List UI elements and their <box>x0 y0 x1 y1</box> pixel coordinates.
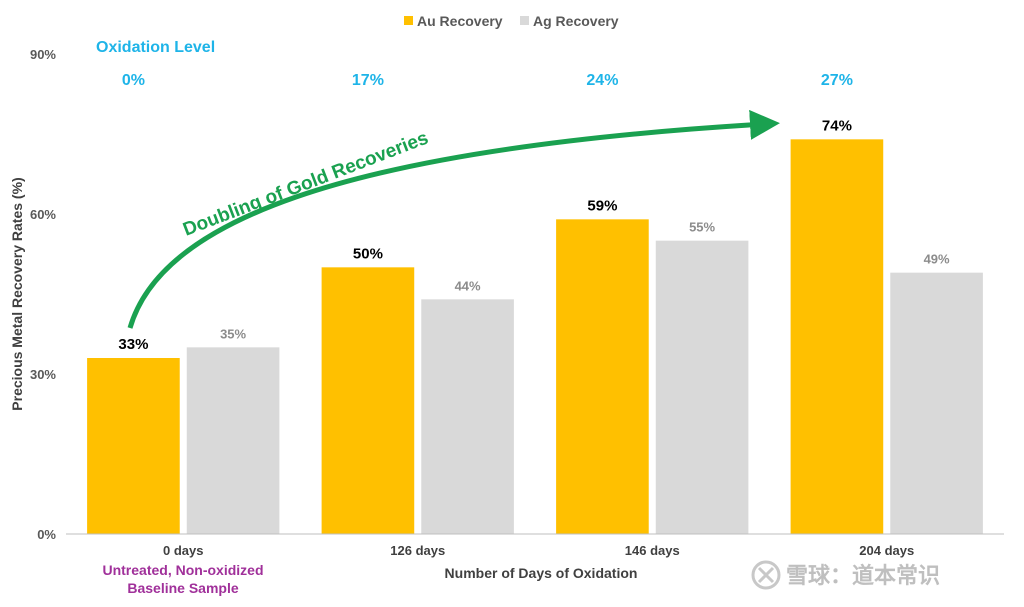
data-label-ag: 55% <box>689 220 715 235</box>
y-tick-label: 90% <box>30 47 56 62</box>
x-tick-label: 126 days <box>390 543 445 558</box>
y-tick-label: 0% <box>37 527 56 542</box>
x-axis-ticks: 0 days 126 days 146 days 204 days <box>163 543 914 558</box>
doubling-annotation: Doubling of Gold Recoveries <box>180 128 431 241</box>
data-label-au: 50% <box>353 245 383 262</box>
bar-au <box>321 267 415 534</box>
legend-label-au: Au Recovery <box>417 13 503 29</box>
oxidation-title: Oxidation Level <box>96 39 215 56</box>
baseline-note-line-2: Baseline Sample <box>127 580 238 596</box>
y-axis-title: Precious Metal Recovery Rates (%) <box>9 177 25 410</box>
bar-ag <box>421 299 514 534</box>
bar-au <box>790 139 884 535</box>
oxidation-value: 24% <box>586 72 618 89</box>
data-label-au: 74% <box>822 117 852 134</box>
legend-swatch-au <box>404 16 413 25</box>
data-label-ag: 49% <box>924 252 950 267</box>
y-tick-label: 30% <box>30 367 56 382</box>
legend-swatch-ag <box>520 16 529 25</box>
oxidation-values: 0% 17% 24% 27% <box>122 72 853 89</box>
bars: 33% 35% 50% 44% 59% 55% 74% 49% <box>87 117 983 535</box>
watermark-logo-mark <box>757 566 775 584</box>
data-label-ag: 35% <box>220 326 246 341</box>
x-tick-label: 204 days <box>859 543 914 558</box>
data-label-ag: 44% <box>455 278 481 293</box>
legend-label-ag: Ag Recovery <box>533 13 619 29</box>
y-tick-label: 60% <box>30 207 56 222</box>
data-label-au: 59% <box>587 197 617 214</box>
oxidation-value: 0% <box>122 72 145 89</box>
x-tick-label: 0 days <box>163 543 203 558</box>
watermark-logo-icon <box>751 560 781 590</box>
watermark-text: 雪球：道本常识 <box>786 563 940 588</box>
bar-ag <box>186 347 280 534</box>
doubling-arrow <box>127 109 780 329</box>
x-axis-title: Number of Days of Oxidation <box>445 565 638 581</box>
bar-ag <box>655 240 749 534</box>
watermark: 雪球：道本常识 <box>751 560 940 590</box>
bar-au <box>87 358 180 534</box>
data-label-au: 33% <box>118 336 148 353</box>
bar-ag <box>890 272 983 534</box>
x-tick-label: 146 days <box>625 543 680 558</box>
oxidation-value: 27% <box>821 72 853 89</box>
legend: Au Recovery Ag Recovery <box>404 13 619 29</box>
y-axis-ticks: 0% 30% 60% 90% <box>30 47 56 542</box>
oxidation-value: 17% <box>352 72 384 89</box>
bar-au <box>556 219 649 535</box>
baseline-note-line-1: Untreated, Non-oxidized <box>102 562 263 578</box>
